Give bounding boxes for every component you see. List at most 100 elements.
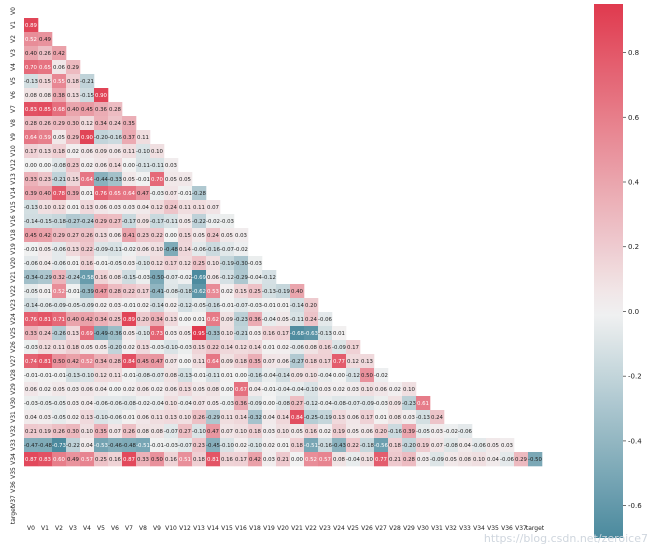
heatmap-cell (150, 214, 165, 229)
cell-value-label: 0.39 (403, 429, 416, 435)
heatmap-cell (108, 144, 123, 159)
heatmap-cell (206, 256, 221, 271)
heatmap-cell (24, 312, 39, 327)
cell-value-label: -0.10 (304, 387, 319, 393)
cell-value-label: -0.23 (234, 317, 248, 323)
heatmap-cell (108, 130, 123, 145)
heatmap-cell (444, 452, 459, 467)
column-label: V7 (125, 525, 133, 532)
heatmap-cell (192, 382, 207, 397)
cell-value-label: -0.50 (150, 275, 165, 281)
column-label: V21 (291, 525, 303, 532)
heatmap-cell (24, 130, 39, 145)
cell-value-label: -0.02 (374, 373, 388, 379)
heatmap-cell (220, 298, 235, 313)
heatmap-cell (276, 326, 291, 341)
heatmap-cell (150, 438, 165, 453)
heatmap-cell (318, 368, 333, 383)
cell-value-label: 0.08 (25, 93, 38, 99)
cell-value-label: 0.28 (25, 121, 38, 127)
column-label: V22 (305, 525, 317, 532)
heatmap-cell (24, 60, 39, 75)
cell-value-label: -0.13 (318, 331, 332, 337)
cell-value-label: 0.10 (179, 415, 192, 421)
heatmap-cell (136, 382, 151, 397)
cell-value-label: 0.02 (319, 429, 331, 435)
cell-value-label: -0.09 (52, 303, 67, 309)
heatmap-cell (80, 228, 95, 243)
heatmap-cell (332, 354, 347, 369)
cell-value-label: -0.18 (178, 289, 193, 295)
heatmap-cell (52, 102, 67, 117)
cell-value-label: 0.02 (235, 443, 247, 449)
cell-value-label: 0.17 (235, 457, 247, 463)
cell-value-label: 0.40 (25, 51, 38, 57)
heatmap-cell (276, 382, 291, 397)
cell-value-label: 0.10 (151, 149, 164, 155)
heatmap-cell (24, 102, 39, 117)
cell-value-label: 0.47 (151, 359, 163, 365)
cell-value-label: 0.41 (123, 233, 135, 239)
cell-value-label: 0.06 (347, 415, 360, 421)
heatmap-cell (150, 368, 165, 383)
heatmap-cell (38, 102, 53, 117)
cell-value-label: -0.46 (108, 443, 123, 449)
heatmap-cell (136, 368, 151, 383)
heatmap-cell (150, 298, 165, 313)
heatmap-cell (192, 410, 207, 425)
cell-value-label: 0.89 (123, 317, 136, 323)
heatmap-cell (66, 312, 81, 327)
cell-value-label: -0.29 (206, 415, 221, 421)
cell-value-label: -0.01 (262, 387, 276, 393)
colorbar-tick-label: 0.4 (628, 179, 640, 187)
heatmap-cell (276, 396, 291, 411)
heatmap-cell (234, 424, 249, 439)
cell-value-label: 0.18 (235, 359, 248, 365)
row-label: V14 (10, 187, 17, 199)
heatmap-cell (304, 410, 319, 425)
heatmap-cell (234, 284, 249, 299)
cell-value-label: 0.02 (123, 345, 135, 351)
cell-value-label: 0.13 (165, 415, 177, 421)
heatmap-cell (248, 298, 263, 313)
cell-value-label: 0.09 (291, 373, 304, 379)
heatmap-cell (80, 102, 95, 117)
heatmap-cell (108, 116, 123, 131)
heatmap-cell (136, 228, 151, 243)
cell-value-label: -0.16 (206, 303, 221, 309)
heatmap-cell (24, 382, 39, 397)
heatmap-cell (290, 368, 305, 383)
cell-value-label: 0.08 (459, 457, 472, 463)
heatmap-cell (38, 354, 53, 369)
heatmap-cell (52, 298, 67, 313)
heatmap-cell (220, 242, 235, 257)
heatmap-cell (80, 368, 95, 383)
heatmap-cell (108, 102, 123, 117)
cell-value-label: 0.09 (137, 219, 150, 225)
heatmap-cell (24, 256, 39, 271)
cell-value-label: 0.45 (137, 359, 149, 365)
heatmap-cell (164, 298, 179, 313)
cell-value-label: 0.11 (123, 149, 135, 155)
cell-value-label: 0.22 (81, 247, 93, 253)
heatmap-cell (52, 186, 67, 201)
cell-value-label: -0.05 (38, 401, 52, 407)
heatmap-cell (94, 382, 109, 397)
cell-value-label: -0.05 (52, 415, 66, 421)
heatmap-cell (122, 130, 137, 145)
heatmap-cell (108, 438, 123, 453)
row-label: V1 (10, 21, 17, 29)
cell-value-label: -0.10 (80, 373, 95, 379)
heatmap-cell (192, 298, 207, 313)
cell-value-label: -0.05 (52, 401, 66, 407)
heatmap-cell (66, 242, 81, 257)
row-label: V23 (10, 299, 17, 311)
heatmap-cell (248, 284, 263, 299)
heatmap-cell (94, 200, 109, 215)
cell-value-label: 0.03 (165, 163, 177, 169)
heatmap-cell (332, 438, 347, 453)
heatmap-cell (66, 382, 81, 397)
heatmap-cell (304, 424, 319, 439)
heatmap-cell (164, 214, 179, 229)
cell-value-label: 0.40 (291, 289, 304, 295)
